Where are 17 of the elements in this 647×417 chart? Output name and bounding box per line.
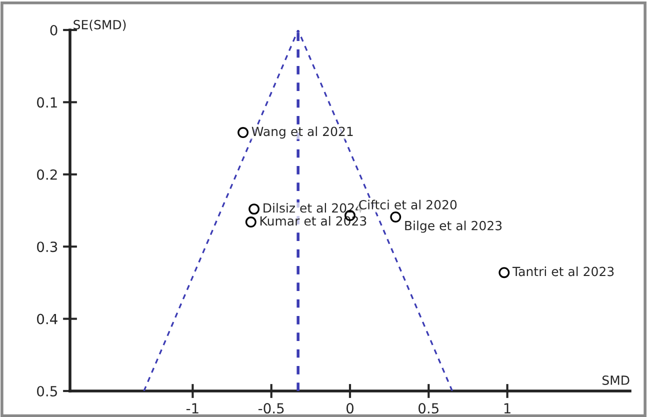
annotation: Tantri et al 2023: [512, 266, 614, 276]
y-axis-title: SE(SMD): [74, 20, 126, 31]
annotation: Bilge et al 2023: [405, 220, 502, 233]
x-axis-title: SMD: [602, 376, 630, 385]
annotation: Kumar et al 2023: [260, 216, 366, 226]
x-tick-label: -1: [186, 403, 198, 414]
y-tick-label: 0.3: [37, 242, 58, 252]
x-tick-label: 0.5: [418, 403, 438, 414]
x-tick-label: 0: [346, 403, 354, 414]
x-tick-label: 1: [504, 403, 510, 414]
y-tick-label: 0.5: [37, 386, 57, 396]
y-tick-label: 0.2: [37, 169, 57, 180]
y-tick-label: 0.4: [37, 314, 58, 324]
y-tick-label: 0: [50, 24, 58, 36]
x-tick-label: -0.5: [258, 403, 284, 414]
annotation: Wang et al 2021: [252, 126, 353, 139]
y-tick-label: 0.1: [37, 97, 57, 108]
